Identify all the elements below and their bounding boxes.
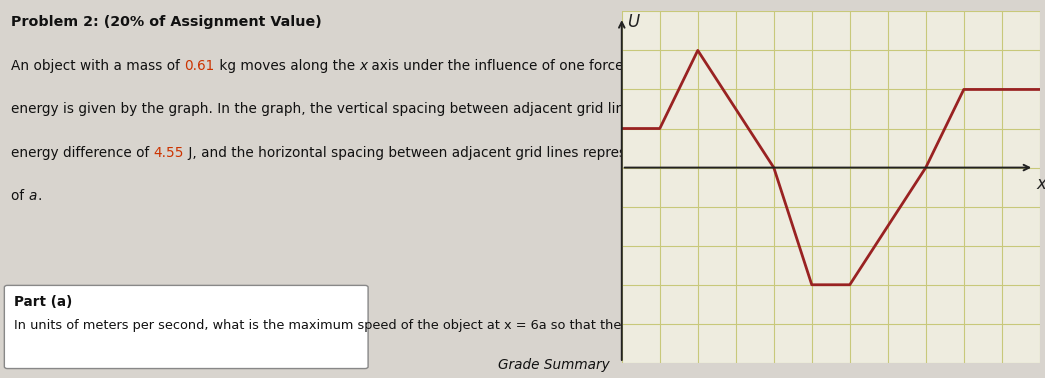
FancyBboxPatch shape bbox=[4, 285, 368, 369]
Text: .: . bbox=[37, 189, 42, 203]
Text: kg moves along the: kg moves along the bbox=[214, 59, 359, 73]
Text: An object with a mass of: An object with a mass of bbox=[11, 59, 184, 73]
Text: of: of bbox=[11, 189, 28, 203]
Text: 0.61: 0.61 bbox=[184, 59, 214, 73]
Text: Problem 2: (20% of Assignment Value): Problem 2: (20% of Assignment Value) bbox=[11, 15, 322, 29]
Text: energy is given by the graph. In the graph, the vertical spacing between adjacen: energy is given by the graph. In the gra… bbox=[11, 102, 739, 116]
Text: Grade Summary: Grade Summary bbox=[497, 358, 609, 372]
Text: energy difference of: energy difference of bbox=[11, 146, 154, 160]
Text: In units of meters per second, what is the maximum speed of the object at x = 6a: In units of meters per second, what is t… bbox=[14, 319, 916, 332]
Text: a: a bbox=[28, 189, 37, 203]
Text: J, and the horizontal spacing between adjacent grid lines represents a displacem: J, and the horizontal spacing between ad… bbox=[184, 146, 766, 160]
Text: axis under the influence of one force whose potential: axis under the influence of one force wh… bbox=[367, 59, 738, 73]
Text: x: x bbox=[359, 59, 367, 73]
Text: x: x bbox=[1036, 175, 1045, 193]
Text: U: U bbox=[627, 13, 640, 31]
Text: Part (a): Part (a) bbox=[14, 295, 72, 309]
Text: 4.55: 4.55 bbox=[154, 146, 184, 160]
